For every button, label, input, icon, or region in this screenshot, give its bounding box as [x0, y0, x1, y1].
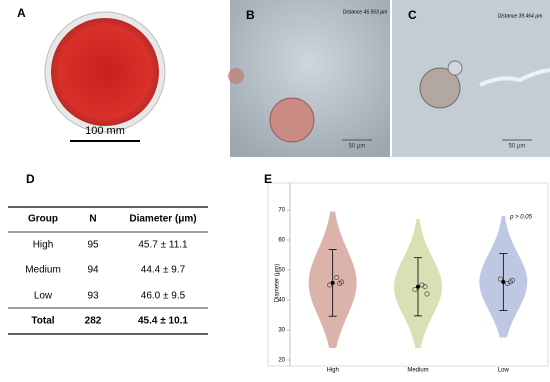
- data-point: [412, 286, 418, 292]
- y-tick-label: 60: [278, 238, 285, 244]
- data-point: [497, 276, 503, 282]
- scale-label: 100 mm: [85, 125, 125, 137]
- panel-label: D: [26, 172, 35, 186]
- data-point: [327, 282, 333, 288]
- data-point: [419, 282, 425, 288]
- measure-label: Distance 46.563 µm: [343, 9, 388, 15]
- chart-frame: [267, 182, 549, 367]
- y-tick-label: 40: [278, 298, 285, 304]
- table-cell: 95: [87, 240, 99, 251]
- dish-medium: [51, 18, 159, 126]
- mean-point: [330, 280, 335, 285]
- table-cell: Low: [34, 291, 53, 302]
- annotation: p > 0.05: [509, 215, 533, 221]
- table-cell: 282: [85, 316, 102, 327]
- table-cell: 45.7 ± 11.1: [138, 240, 188, 251]
- mean-point: [416, 284, 420, 289]
- y-tick-label: 30: [278, 328, 285, 334]
- x-tick-label: Low: [498, 368, 510, 374]
- table-header: N: [89, 214, 96, 225]
- mean-point: [501, 280, 506, 284]
- cell: [447, 60, 463, 76]
- scale-label: 50 µm: [509, 144, 526, 150]
- data-point: [504, 280, 510, 286]
- scale-label: 50 µm: [349, 144, 366, 150]
- table-cell: 45.4 ± 10.1: [138, 316, 188, 327]
- table-cell: Total: [31, 316, 54, 327]
- cell: [269, 97, 315, 143]
- table-cell: 93: [87, 291, 99, 302]
- table-cell: High: [33, 240, 54, 251]
- table-cell: 94: [87, 265, 99, 276]
- panel-label: C: [408, 8, 417, 22]
- y-axis-label: Diameter (μm): [275, 264, 281, 302]
- x-tick-label: Medium: [407, 368, 428, 374]
- data-point: [424, 291, 430, 297]
- y-tick-label: 70: [278, 208, 285, 214]
- x-tick-label: High: [326, 368, 338, 374]
- data-point: [339, 279, 345, 285]
- y-tick-label: 50: [278, 268, 285, 274]
- cell-fragment: [228, 68, 244, 84]
- cell: [419, 67, 461, 109]
- panel-label: E: [264, 172, 272, 186]
- chart: E p > 0.05 Diameter (μm) 20 30 40 50 60 70 Hig…: [264, 172, 549, 374]
- panel-label: B: [246, 8, 255, 22]
- data-point: [334, 274, 340, 280]
- table-cell: 46.0 ± 9.5: [141, 291, 186, 302]
- table-cell: 44.4 ± 9.7: [141, 265, 186, 276]
- debris: [479, 68, 550, 87]
- y-tick-label: 20: [278, 358, 285, 364]
- table-cell: Medium: [25, 265, 61, 276]
- table-header: Diameter (μm): [129, 214, 196, 225]
- measure-label: Distance 39.464 µm: [498, 13, 543, 19]
- table-header: Group: [28, 214, 58, 225]
- table: D Group N Diameter (μm) High 95 45.7 ± 11.1 Me…: [8, 172, 208, 335]
- data-point: [422, 283, 428, 289]
- panel-label: A: [17, 6, 26, 20]
- data-point: [509, 277, 515, 283]
